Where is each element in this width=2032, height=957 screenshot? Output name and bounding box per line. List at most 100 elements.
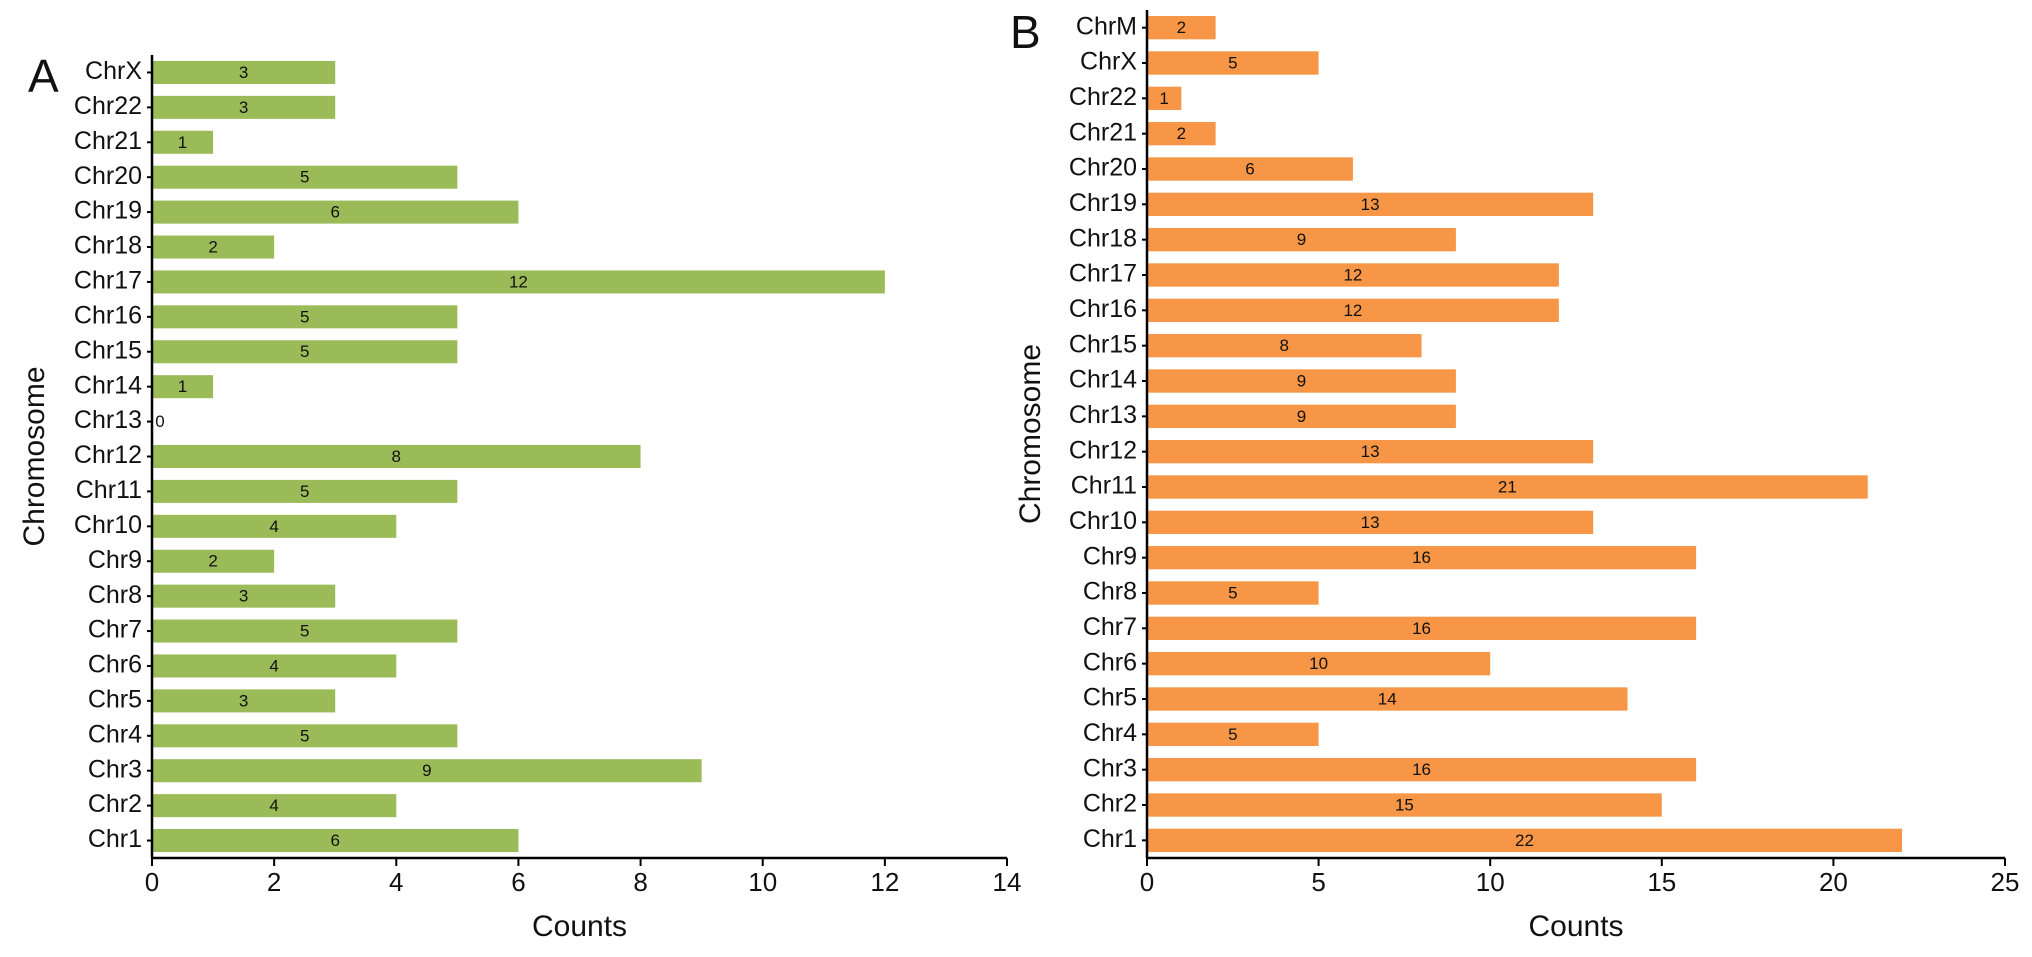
bar [152,619,458,643]
y-tick-label: Chr5 [88,686,142,714]
y-tick-label: Chr14 [1069,366,1137,394]
bar [1147,86,1182,110]
y-tick-label: Chr19 [1069,189,1137,217]
y-tick-label: Chr7 [88,616,142,644]
bar [1147,369,1456,393]
bar [152,95,336,119]
data-label: 6 [1245,159,1254,178]
data-label: 3 [239,63,248,82]
y-tick-label: Chr10 [74,511,142,539]
bar [152,60,336,84]
data-label: 2 [208,238,217,257]
bar [1147,546,1697,570]
y-tick-label: Chr1 [1083,825,1137,853]
bar [1147,298,1559,322]
y-tick-label: Chr11 [76,476,142,504]
y-tick-label: Chr3 [1083,754,1137,782]
bar [1147,192,1594,216]
data-label: 6 [330,203,339,222]
x-tick-label: 0 [1140,867,1154,897]
data-label: 14 [1378,689,1397,708]
bar [152,794,397,818]
data-label: 15 [1395,795,1414,814]
data-label: 3 [239,587,248,606]
x-axis-title: Counts [1528,910,1623,943]
x-tick-label: 15 [1647,867,1676,897]
y-tick-label: Chr2 [1083,790,1137,818]
data-label: 4 [269,517,278,536]
y-tick-label: ChrX [85,57,142,85]
data-label: 2 [1177,18,1186,37]
bar [1147,157,1353,181]
data-label: 12 [1343,301,1362,320]
x-tick-label: 8 [633,867,647,897]
y-tick-label: Chr8 [1083,578,1137,606]
y-tick-label: Chr9 [1083,542,1137,570]
data-label: 6 [330,831,339,850]
bar [152,200,519,224]
y-tick-label: Chr15 [74,336,142,364]
bar [1147,51,1319,75]
y-tick-label: Chr5 [1083,684,1137,712]
bar [152,724,458,748]
data-label: 2 [1177,124,1186,143]
bar [1147,652,1491,676]
bar [152,759,702,783]
data-label: 1 [178,133,187,152]
data-label: 3 [239,98,248,117]
bar [1147,722,1319,746]
bar [1147,828,1903,852]
y-tick-label: Chr15 [1069,330,1137,358]
bar [1147,581,1319,605]
bar [1147,616,1697,640]
y-tick-label: Chr17 [74,267,142,295]
data-label: 5 [300,622,309,641]
data-label: 1 [1159,89,1168,108]
y-tick-label: Chr17 [1069,260,1137,288]
bar [152,270,885,294]
x-axis-title: Counts [532,910,627,943]
y-tick-label: Chr12 [1069,436,1137,464]
y-tick-label: Chr20 [1069,154,1137,182]
x-tick-label: 20 [1819,867,1848,897]
bar [152,479,458,503]
x-tick-label: 12 [870,867,899,897]
data-label: 5 [1228,53,1237,72]
y-tick-label: Chr16 [1069,295,1137,323]
x-tick-label: 10 [748,867,777,897]
y-tick-label: Chr13 [74,406,142,434]
bar [152,165,458,189]
data-label: 12 [509,272,528,291]
data-label: 4 [269,796,278,815]
bar [152,130,214,154]
data-label: 10 [1309,654,1328,673]
data-label: 21 [1498,477,1517,496]
x-tick-label: 2 [267,867,281,897]
data-label: 5 [300,307,309,326]
bar [1147,687,1628,711]
y-tick-label: ChrM [1076,12,1137,40]
y-tick-label: Chr19 [74,197,142,225]
bar [152,514,397,538]
x-tick-label: 10 [1476,867,1505,897]
y-tick-label: Chr13 [1069,401,1137,429]
bar [1147,263,1559,287]
y-tick-label: Chr6 [88,651,142,679]
y-axis-title: Chromosome [1014,344,1047,524]
data-label: 13 [1361,442,1380,461]
bar [1147,793,1662,817]
data-label: 3 [239,691,248,710]
bar [152,829,519,853]
y-tick-label: Chr22 [74,92,142,120]
y-tick-label: Chr20 [74,162,142,190]
data-label: 0 [155,412,164,431]
x-tick-label: 14 [993,867,1022,897]
data-label: 9 [1297,371,1306,390]
bar [1147,475,1868,499]
x-tick-label: 6 [511,867,525,897]
data-label: 1 [178,377,187,396]
y-tick-label: Chr6 [1083,648,1137,676]
y-tick-label: Chr12 [74,441,142,469]
data-label: 8 [1280,336,1289,355]
